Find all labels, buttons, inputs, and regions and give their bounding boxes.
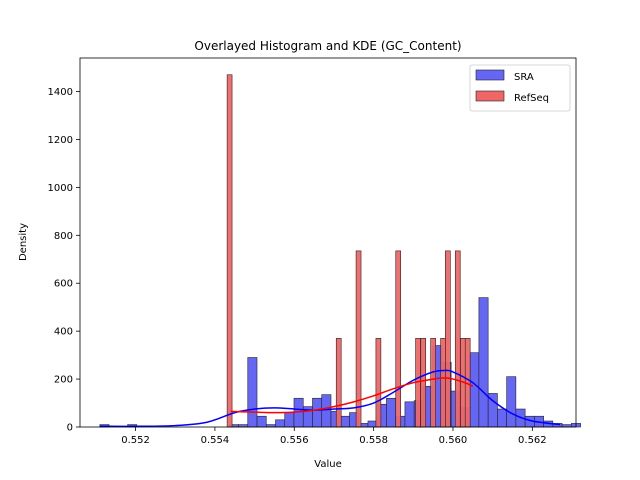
- refseq-bar: [375, 338, 382, 428]
- sra-bar: [284, 412, 295, 428]
- x-tick-label: 0.560: [439, 435, 468, 446]
- sra-bar: [469, 352, 480, 428]
- y-axis: 0 200 400 600 800 1000 1200 1400: [48, 87, 80, 434]
- x-tick-label: 0.558: [359, 435, 388, 446]
- legend-label-sra: SRA: [514, 72, 534, 83]
- refseq-bar: [430, 338, 436, 428]
- refseq-bar: [445, 250, 451, 428]
- y-tick-label: 200: [54, 375, 73, 386]
- refseq-bar: [440, 338, 446, 428]
- refseq-bar: [395, 250, 402, 428]
- y-tick-label: 1000: [48, 183, 73, 194]
- x-tick-label: 0.562: [518, 435, 547, 446]
- y-tick-label: 400: [54, 327, 73, 338]
- sra-bar: [386, 397, 396, 428]
- sra-bar: [312, 397, 323, 428]
- y-tick-label: 1400: [48, 87, 73, 98]
- x-axis-label: Value: [314, 459, 341, 470]
- sra-bar: [404, 401, 415, 428]
- sra-bar: [506, 376, 517, 428]
- x-axis: 0.552 0.554 0.556 0.558 0.560 0.562: [121, 427, 547, 446]
- sra-bar: [339, 415, 350, 428]
- refseq-bar: [420, 338, 427, 428]
- sra-bar: [497, 408, 507, 428]
- y-tick-label: 800: [54, 231, 73, 242]
- sra-bar: [478, 297, 489, 428]
- refseq-bar: [454, 250, 461, 428]
- sra-bar: [247, 357, 258, 428]
- legend: SRA RefSeq: [469, 64, 571, 112]
- y-tick-label: 1200: [48, 135, 73, 146]
- y-tick-label: 600: [54, 279, 73, 290]
- legend-label-refseq: RefSeq: [514, 93, 549, 104]
- x-tick-label: 0.554: [201, 435, 230, 446]
- kde-line-refseq: [230, 377, 474, 414]
- kde-line-sra: [99, 369, 561, 428]
- chart-title: Overlayed Histogram and KDE (GC_Content): [194, 39, 461, 53]
- y-axis-label: Density: [18, 223, 29, 261]
- sra-bar: [275, 419, 286, 428]
- plot-frame: [79, 57, 577, 428]
- sra-bar: [256, 415, 267, 428]
- refseq-bar: [226, 74, 233, 428]
- x-tick-label: 0.552: [121, 435, 150, 446]
- legend-swatch-sra: [475, 69, 505, 81]
- legend-swatch-refseq: [475, 90, 505, 102]
- x-tick-label: 0.556: [280, 435, 309, 446]
- y-tick-label: 0: [67, 423, 73, 434]
- refseq-bar: [335, 338, 342, 428]
- kde-lines: [99, 369, 561, 428]
- sra-bar: [321, 394, 332, 428]
